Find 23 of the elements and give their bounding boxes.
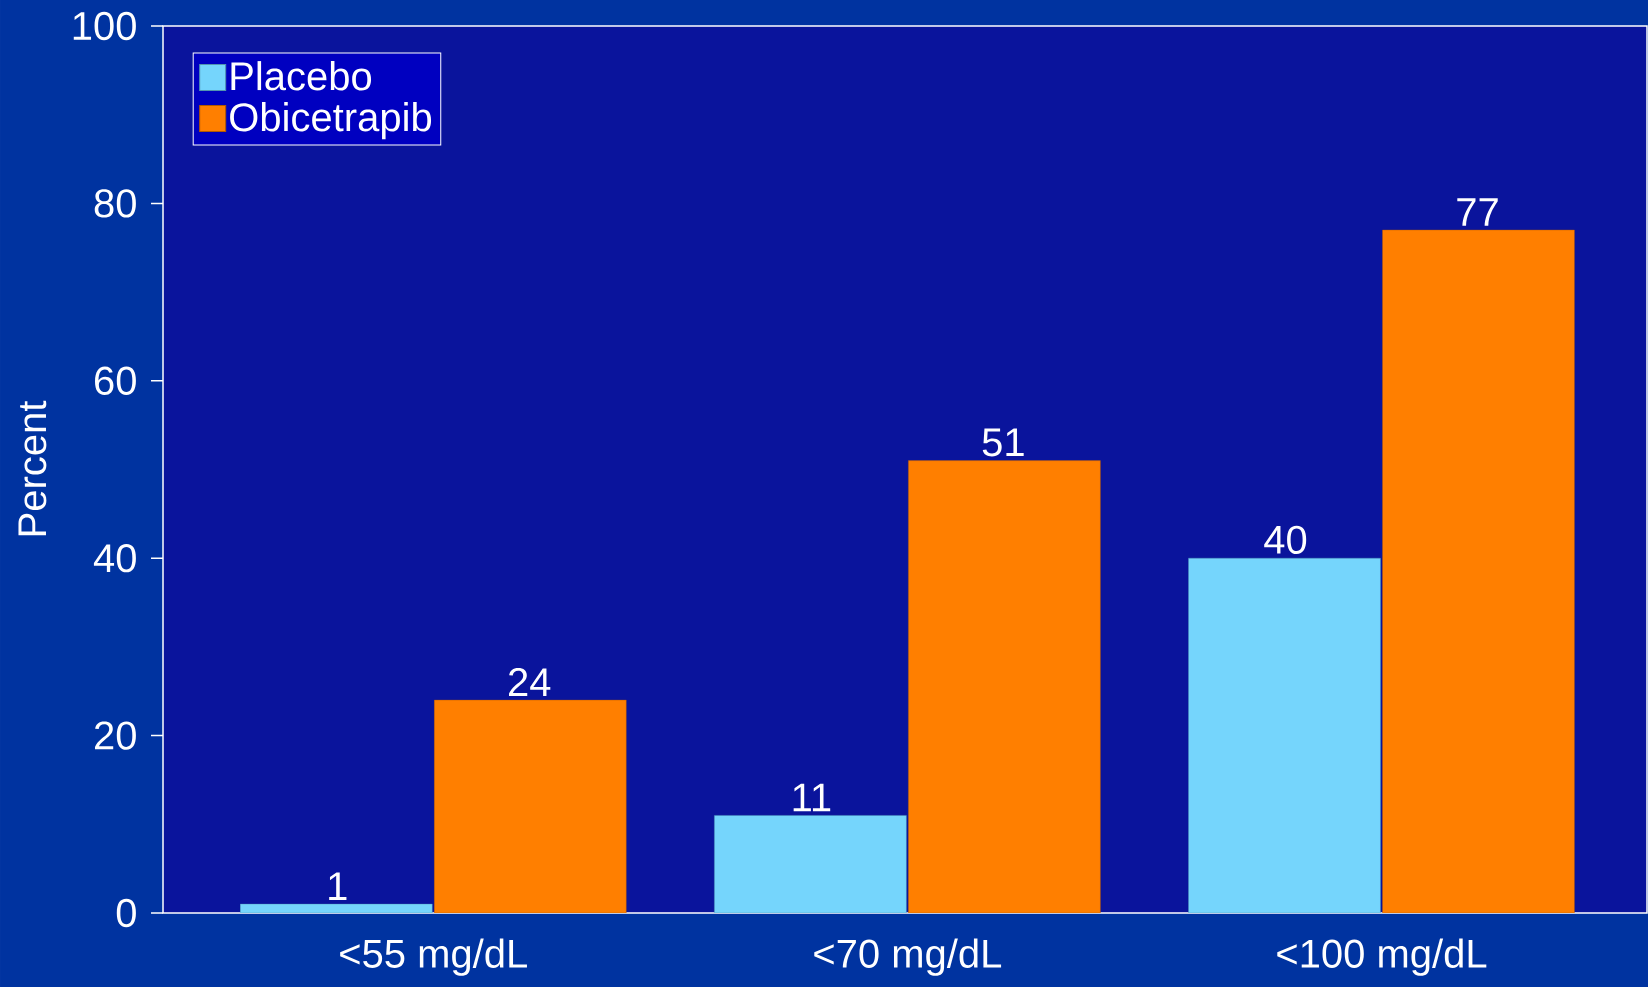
y-tick-label: 0 [116,898,136,928]
y-tick-label: 60 [95,366,136,395]
y-axis-title: Percent [18,400,47,536]
y-tick-label: 80 [94,189,136,218]
y-tick-label: 100 [73,11,136,41]
data-label: 40 [1264,525,1307,554]
bar [1188,557,1381,913]
data-label: 51 [982,428,1024,457]
y-tick-label: 40 [93,544,136,573]
data-label: 77 [1457,198,1498,226]
data-label: 24 [509,667,551,696]
bar [1382,229,1575,913]
x-tick-label: <70 mg/dL [814,938,1002,976]
x-tick-label: <100 mg/dL [1277,938,1487,976]
data-label: 11 [793,783,831,812]
legend-label: Placebo [231,61,372,91]
data-label: 1 [329,872,347,900]
legend-label: Obicetrapib [230,102,432,140]
bar [434,699,627,913]
x-tick-label: <55 mg/dL [340,938,527,976]
bar [714,815,907,913]
bar [908,460,1101,913]
y-tick-label: 20 [94,721,136,750]
